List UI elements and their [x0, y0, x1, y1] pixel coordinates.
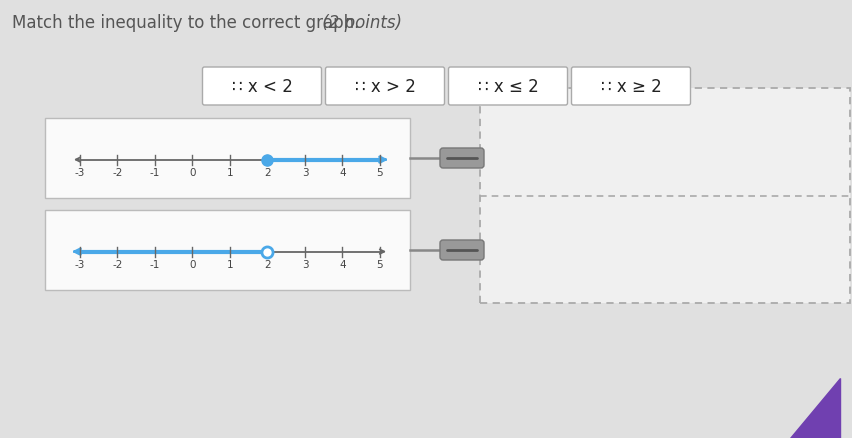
Text: -1: -1 — [150, 259, 160, 269]
Text: 0: 0 — [189, 167, 195, 177]
Text: 2: 2 — [264, 259, 270, 269]
Text: -3: -3 — [75, 167, 85, 177]
FancyBboxPatch shape — [45, 119, 410, 198]
Text: 1: 1 — [227, 259, 233, 269]
Text: ∷ x ≥ 2: ∷ x ≥ 2 — [600, 78, 660, 96]
FancyBboxPatch shape — [45, 211, 410, 290]
Text: ∷ x < 2: ∷ x < 2 — [231, 78, 292, 96]
Text: 3: 3 — [302, 167, 308, 177]
FancyBboxPatch shape — [440, 240, 483, 261]
FancyBboxPatch shape — [325, 68, 444, 106]
Text: ∷ x ≤ 2: ∷ x ≤ 2 — [477, 78, 538, 96]
Text: ∷ x > 2: ∷ x > 2 — [354, 78, 415, 96]
Text: 4: 4 — [339, 259, 345, 269]
Text: 2: 2 — [264, 167, 270, 177]
FancyBboxPatch shape — [440, 148, 483, 169]
Text: 5: 5 — [377, 167, 383, 177]
Text: Match the inequality to the correct graph.: Match the inequality to the correct grap… — [12, 14, 359, 32]
Text: 3: 3 — [302, 259, 308, 269]
Text: -2: -2 — [112, 167, 123, 177]
FancyBboxPatch shape — [202, 68, 321, 106]
Text: -3: -3 — [75, 259, 85, 269]
FancyBboxPatch shape — [448, 68, 567, 106]
Text: 0: 0 — [189, 259, 195, 269]
Text: 1: 1 — [227, 167, 233, 177]
Text: (2 points): (2 points) — [317, 14, 401, 32]
Text: -2: -2 — [112, 259, 123, 269]
Text: 4: 4 — [339, 167, 345, 177]
Bar — [480, 89, 849, 303]
FancyBboxPatch shape — [571, 68, 689, 106]
Polygon shape — [789, 378, 839, 438]
Text: 5: 5 — [377, 259, 383, 269]
Text: -1: -1 — [150, 167, 160, 177]
